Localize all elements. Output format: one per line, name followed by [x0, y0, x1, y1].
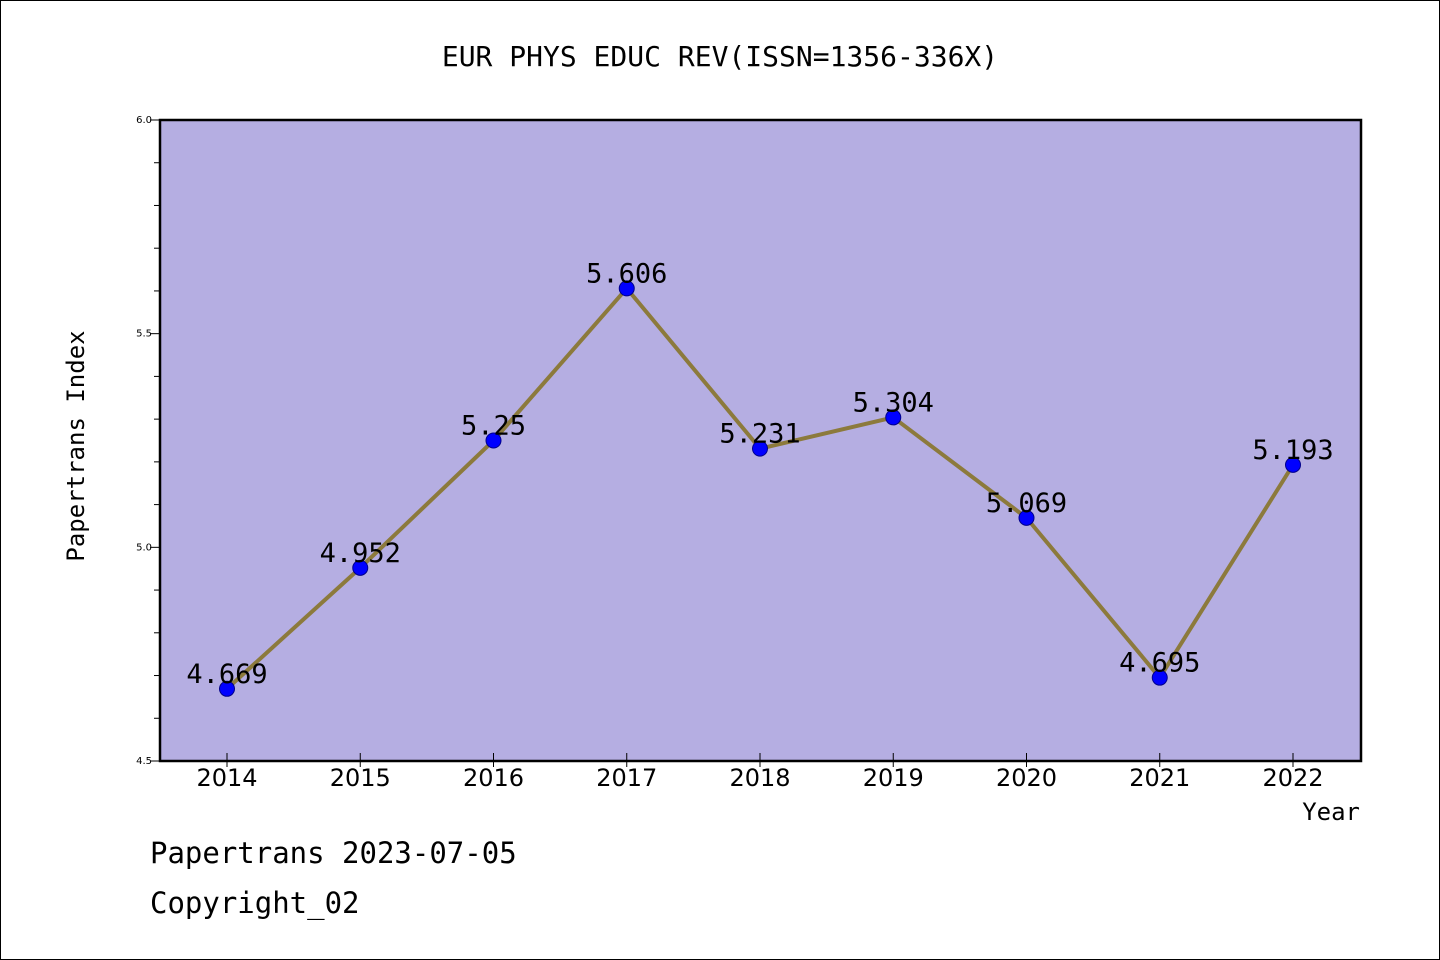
data-point — [1151, 669, 1168, 686]
y-tick-label: 6.0 — [136, 115, 152, 126]
x-tick-label: 2021 — [1129, 764, 1190, 792]
y-tick-label: 5.0 — [136, 542, 152, 553]
chart-title: EUR PHYS EDUC REV(ISSN=1356-336X) — [442, 40, 998, 73]
x-axis-ticks: 2014 2015 2016 2017 2018 2019 2020 2021 2022 — [196, 753, 1324, 792]
x-tick-label: 2022 — [1262, 764, 1323, 792]
data-point — [885, 409, 902, 426]
data-point — [219, 680, 235, 697]
data-point — [618, 280, 635, 297]
data-point — [752, 440, 768, 457]
data-label: 5.231 — [719, 419, 800, 450]
plot-area — [160, 120, 1361, 761]
data-label: 5.193 — [1252, 435, 1333, 466]
x-tick-label: 2018 — [729, 764, 790, 792]
data-label: 4.695 — [1119, 648, 1200, 679]
x-tick-label: 2016 — [463, 764, 524, 792]
x-tick-label: 2019 — [863, 764, 924, 792]
data-point — [1285, 456, 1301, 473]
data-label: 5.25 — [461, 411, 526, 442]
data-label: 5.606 — [586, 258, 667, 289]
x-tick-label: 2017 — [596, 764, 657, 792]
data-label: 4.952 — [320, 538, 401, 569]
plot-border — [158, 118, 1363, 763]
x-tick-label: 2014 — [196, 764, 257, 792]
data-point — [485, 432, 502, 449]
series-markers — [219, 280, 1301, 697]
y-axis-ticks: 4.5 5.0 5.5 6.0 — [136, 115, 160, 767]
data-label: 4.669 — [186, 659, 267, 690]
footer-copyright: Copyright_02 — [150, 886, 360, 920]
x-tick-label: 2015 — [330, 764, 391, 792]
data-label: 5.069 — [986, 488, 1067, 519]
data-labels: 4.669 4.952 5.25 5.606 5.231 5.304 5.069 4.695 5… — [186, 258, 1333, 689]
footer-date: Papertrans 2023-07-05 — [150, 836, 517, 870]
y-axis-label: Papertrans Index — [62, 330, 90, 561]
data-point — [352, 559, 369, 576]
y-tick-label: 4.5 — [136, 756, 152, 767]
x-axis-label: Year — [1302, 798, 1360, 826]
y-tick-label: 5.5 — [136, 329, 152, 340]
data-point — [1018, 509, 1035, 526]
x-tick-label: 2020 — [996, 764, 1057, 792]
data-label: 5.304 — [853, 387, 934, 418]
